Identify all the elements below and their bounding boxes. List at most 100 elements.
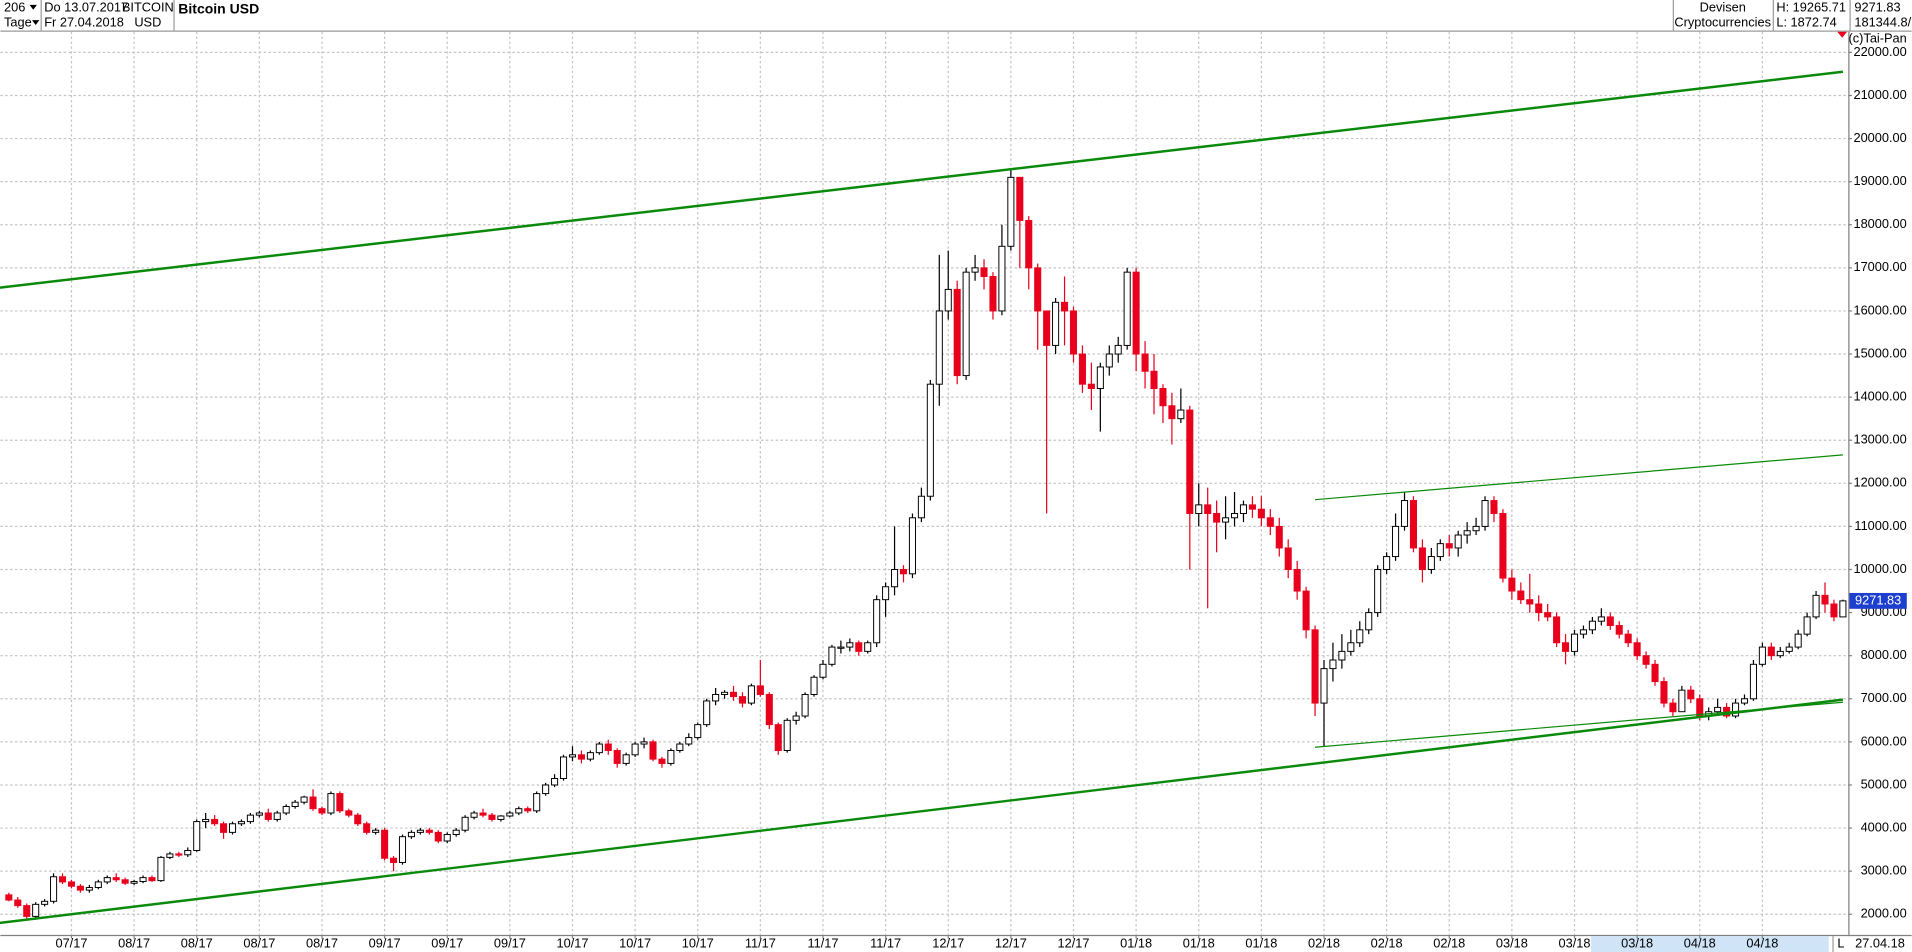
x-tick-label: 10/17 [556,935,588,950]
candle-body [1758,646,1766,665]
candle-body [551,778,559,786]
date-from: Do 13.07.2017 [44,0,128,14]
candle-body [1239,504,1248,514]
x-tick-label: 03/18 [1559,935,1591,950]
y-tick-label: 2000.00 [1861,906,1907,921]
unit-dropdown[interactable]: Tage [4,15,40,30]
dropdown-arrow [32,20,40,25]
candle-body [953,288,961,377]
candle-body [1472,525,1480,532]
candle-body [506,812,514,817]
candle-body [801,693,809,717]
candle-body [372,829,380,833]
candle-body [1517,590,1525,601]
candle-body [76,885,84,891]
candle-body [685,737,693,745]
candle-body [891,569,899,588]
candle-body [470,812,478,818]
candle-body [23,905,31,917]
candle-body [1400,500,1409,527]
candle-body [1445,543,1453,549]
trend-line [1315,701,1843,748]
candle-body [1392,525,1400,558]
candle-body [1463,530,1471,536]
candle-body [1749,663,1757,700]
candle-body [1499,512,1507,579]
candle-body [846,642,854,648]
y-tick-label: 12000.00 [1853,475,1906,490]
candle-body [1526,599,1534,605]
candle-body [1544,612,1552,618]
unit[interactable]: Tage [4,15,32,30]
candle-body [1383,556,1391,570]
candle-body [67,881,75,887]
candle-body [756,685,764,695]
candle-body [1132,271,1140,355]
chart-title: Bitcoin USD [178,0,259,16]
candle-body [1740,698,1749,704]
candle-body [1222,517,1230,523]
candle-body [873,599,881,644]
x-tick-label: 11/17 [745,935,776,950]
x-tick-label: 04/18 [1746,935,1778,950]
candle-body [765,693,773,726]
y-tick-label: 5000.00 [1861,776,1907,791]
candle-body [1213,512,1221,523]
candle-body [1365,612,1373,631]
candle-body [1150,370,1158,389]
x-tick-label: 12/17 [1058,935,1090,950]
candle-body [1105,353,1113,368]
x-tick-label: 08/17 [243,935,275,950]
candle-body [1767,646,1775,657]
candle-body [58,876,67,883]
candle-body [1436,543,1444,558]
candle-body [1177,409,1185,420]
x-tick-label: 03/18 [1496,935,1528,950]
candle-body [1356,629,1364,644]
candle-body [1615,625,1623,635]
y-tick-label: 16000.00 [1853,302,1906,317]
period[interactable]: 206 [4,0,25,14]
candle-body [1481,500,1489,527]
candle-body [1025,219,1033,269]
candle-body [1409,500,1417,549]
x-tick-label: 01/18 [1183,935,1215,950]
candle-body [568,754,577,758]
candle-body [676,743,684,751]
y-tick-label: 19000.00 [1853,173,1906,188]
candle-body [1329,659,1337,670]
period-dropdown[interactable]: 206 [4,0,37,14]
y-tick-label: 14000.00 [1853,389,1906,404]
candle-body [944,288,952,312]
candle-body [658,758,666,764]
candle-body [1141,353,1149,372]
candle-body [318,808,326,814]
candle-body [1284,547,1292,570]
header: 206 Tage Do 13.07.2017 Fr 27.04.2018 BIT… [0,0,1912,32]
candle-body [184,849,192,856]
candle-body [1248,504,1256,510]
candle-body [721,691,729,695]
x-tick-label: 09/17 [369,935,401,950]
last-price-label: 9271.83 [1855,592,1901,607]
candle-body [354,814,362,825]
candle-body [1096,366,1104,389]
candle-body [586,752,594,760]
candle-body [1660,681,1668,704]
y-tick-label: 4000.00 [1861,819,1907,834]
candle-body [237,821,245,825]
grid [0,31,1849,935]
candle-body [255,812,263,816]
candle-body [264,812,272,820]
x-tick-label: 03/18 [1621,935,1653,950]
candle-body [1678,689,1686,713]
candle-body [1803,616,1811,635]
candle-body [631,743,639,756]
candle-body [828,646,836,665]
candle-body [1839,600,1847,618]
candle-body [1633,642,1641,657]
candle-body [345,810,353,816]
candle-body [282,806,290,814]
candle-body [443,834,451,842]
candle-body [1588,620,1596,631]
